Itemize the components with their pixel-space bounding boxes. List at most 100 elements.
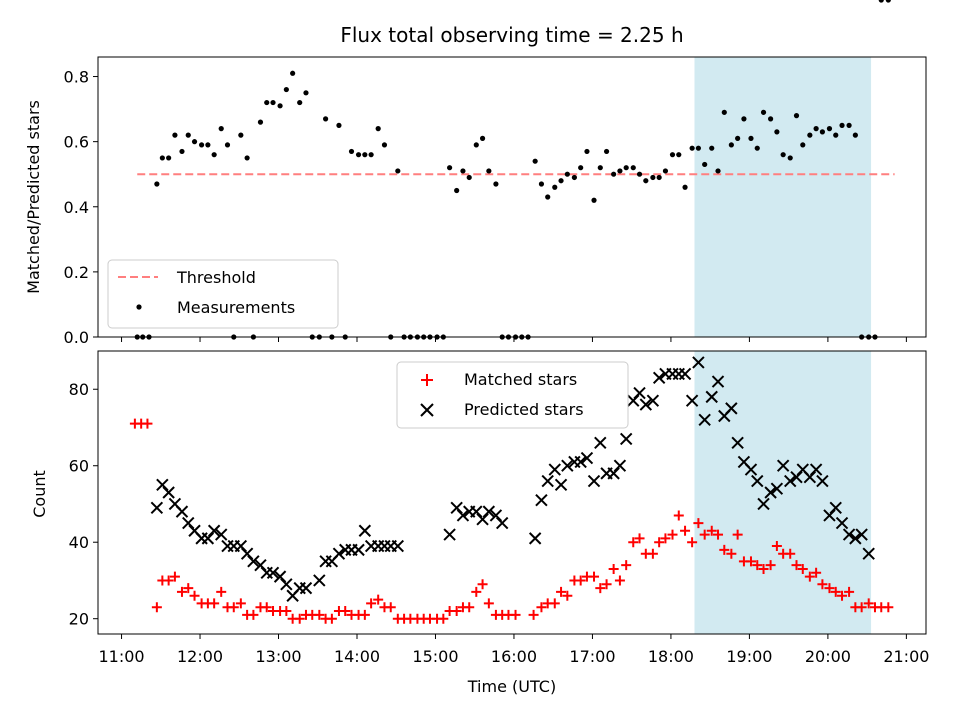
measurement-point: [211, 152, 217, 158]
predicted-star-point: [554, 478, 568, 492]
predicted-star-point: [528, 532, 542, 545]
matched-star-point: [621, 560, 632, 571]
measurement-point: [395, 168, 401, 174]
predicted-star-point: [548, 463, 561, 476]
matched-star-point: [549, 598, 560, 609]
measurement-point: [355, 152, 362, 158]
measurement-point: [662, 168, 669, 174]
predicted-star-point: [855, 528, 868, 541]
measurement-point: [643, 178, 649, 184]
predicted-star-point: [150, 501, 164, 515]
predicted-star-point: [443, 528, 456, 541]
x-tick-label: 14:00: [334, 647, 380, 666]
matched-star-point: [438, 613, 449, 624]
measurement-point: [552, 184, 558, 190]
predicted-star-point: [613, 459, 627, 472]
y-tick-label: 0.0: [64, 328, 89, 347]
measurement-point: [368, 152, 374, 158]
top-legend: Threshold Measurements: [107, 259, 339, 329]
x-tick-label: 15:00: [412, 647, 458, 666]
y-tick-label: 0.8: [64, 68, 89, 87]
predicted-star-point: [207, 524, 221, 537]
measurement-point: [735, 135, 741, 141]
measurement-point: [584, 148, 590, 155]
measurement-point: [578, 165, 584, 171]
measurement-point: [591, 197, 597, 203]
matched-star-point: [216, 586, 227, 597]
bottom-legend: Matched stars Predicted stars: [396, 361, 629, 429]
x-tick-label: 12:00: [177, 647, 223, 666]
matched-star-point: [758, 563, 769, 574]
measurement-point: [885, 0, 891, 3]
measurement-point: [205, 142, 211, 148]
predicted-star-point: [764, 486, 777, 499]
measurement-point: [532, 158, 538, 164]
measurement-point: [571, 174, 577, 181]
predicted-star-point: [535, 493, 548, 507]
predicted-star-point: [352, 543, 365, 557]
measurement-point: [819, 129, 826, 135]
matched-star-point: [628, 537, 639, 548]
measurement-point: [695, 145, 701, 151]
measurement-point: [473, 142, 479, 148]
predicted-star-point: [266, 566, 280, 580]
predicted-star-point: [247, 555, 260, 568]
x-tick-label: 17:00: [569, 647, 615, 666]
predicted-star-point: [835, 516, 849, 530]
predicted-star-point: [162, 486, 175, 499]
predicted-star-point: [456, 509, 470, 522]
predicted-star-point: [619, 432, 633, 446]
y-tick-label: 0.4: [64, 198, 89, 217]
matched-star-point: [804, 571, 815, 582]
matched-star-point: [261, 602, 272, 613]
measurement-point: [257, 119, 264, 125]
matched-star-point: [732, 529, 743, 540]
matched-star-point: [373, 594, 384, 605]
measurement-point: [159, 155, 165, 161]
predicted-star-point: [685, 394, 699, 407]
measurement-point: [381, 142, 388, 148]
measurement-point: [283, 86, 289, 93]
predicted-star-point: [313, 574, 326, 587]
matched-star-point: [248, 609, 259, 620]
matched-star-point: [667, 529, 678, 540]
measurement-point: [721, 109, 727, 115]
matched-star-point: [706, 525, 717, 536]
matched-star-point: [340, 606, 351, 617]
measurement-point: [715, 168, 721, 174]
legend-predicted-label: Predicted stars: [464, 400, 584, 419]
matched-star-point: [745, 556, 756, 567]
top-y-axis-label: Matched/Predicted stars: [24, 100, 43, 294]
measurement-point: [218, 126, 224, 132]
measurement-point: [656, 174, 662, 181]
matched-star-point: [163, 575, 174, 586]
predicted-star-point: [862, 547, 875, 560]
matched-star-point: [680, 525, 691, 536]
measurement-point: [270, 99, 276, 106]
top-panel: 0.00.20.40.60.8 Matched/Predicted stars …: [24, 0, 927, 347]
matched-star-point: [562, 590, 573, 601]
matched-star-point: [169, 571, 180, 582]
predicted-star-point: [692, 356, 705, 369]
measurement-point: [768, 116, 774, 122]
matched-star-point: [713, 529, 724, 540]
predicted-star-point: [391, 539, 405, 553]
measurement-point: [290, 70, 296, 76]
matched-star-point: [326, 613, 337, 624]
measurement-point: [244, 155, 250, 161]
predicted-star-point: [215, 528, 228, 541]
measurement-point: [813, 126, 819, 132]
matched-star-point: [673, 510, 684, 521]
predicted-star-point: [842, 528, 856, 541]
measurement-point: [191, 139, 198, 145]
predicted-star-point: [725, 402, 738, 415]
measurement-point: [466, 174, 472, 181]
predicted-star-point: [561, 459, 574, 472]
predicted-star-point: [731, 436, 744, 449]
measurement-point: [650, 174, 656, 181]
x-tick-label: 13:00: [255, 647, 301, 666]
predicted-star-point: [849, 532, 862, 545]
predicted-star-point: [744, 463, 758, 476]
measurement-point: [741, 116, 747, 122]
measurement-point: [179, 148, 185, 155]
